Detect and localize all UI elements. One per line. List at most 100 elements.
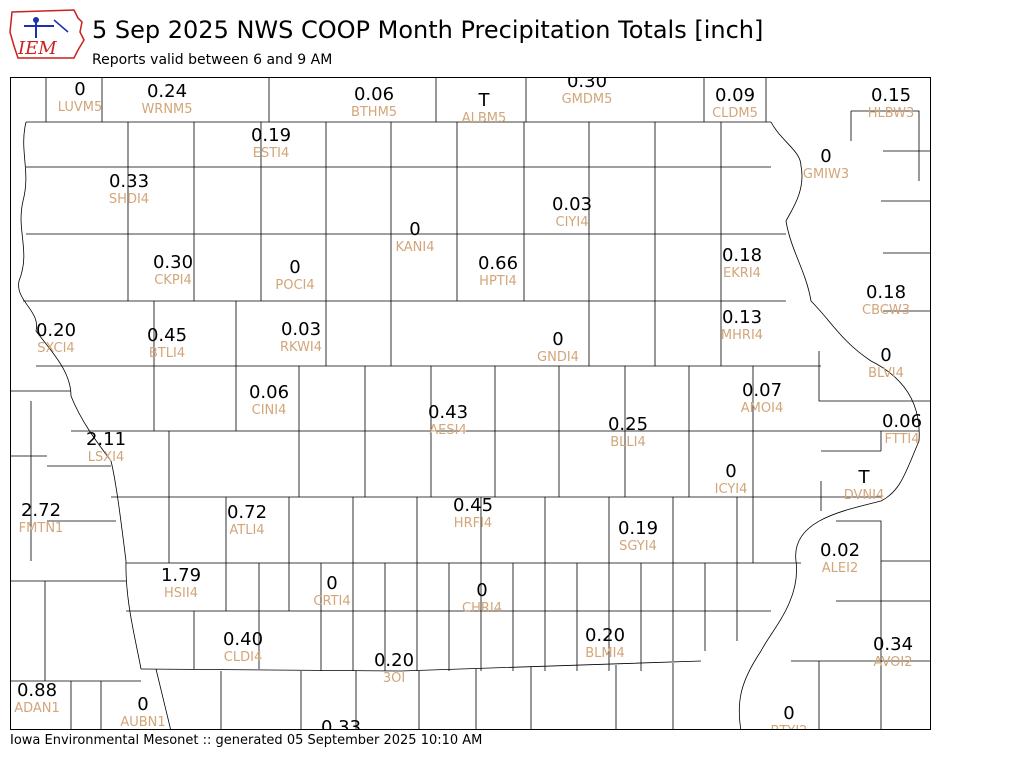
station-id: POCI4 [275,278,315,293]
station-HPTI4: 0.66 HPTI4 [477,253,519,290]
map-title: 5 Sep 2025 NWS COOP Month Precipitation … [92,16,764,44]
precip-value: 0.18 [865,282,907,303]
precip-value: 0.06 [248,382,290,403]
station-GMDM5: 0.30 GMDM5 [561,77,613,107]
station-id: HLBW3 [867,106,915,121]
precip-value: 1.79 [160,565,202,586]
station-CLDI4: 0.40 CLDI4 [222,629,264,666]
station-id: ADAN1 [14,701,60,716]
precip-value: 2.11 [85,429,127,450]
station-id: MHRI4 [720,328,764,343]
county-boundaries [11,78,930,729]
station-id: ESTI4 [252,146,290,161]
station-BLVI4: 0 BLVI4 [868,345,904,382]
precip-value: T [858,467,870,488]
precip-value: 0.06 [353,84,395,105]
precip-value: 0.20 [373,650,415,671]
precip-value: 0.03 [551,194,593,215]
station-GMIW3: 0 GMIW3 [803,147,849,183]
precip-value: 0.34 [872,634,914,655]
precip-value: 0.33 [108,171,150,192]
station-CBCW3: 0.18 CBCW3 [862,282,910,319]
station-id: CLDM5 [712,106,758,121]
precip-value: 0.19 [617,518,659,539]
precip-value: 0 [326,573,338,594]
precip-value: 0.45 [452,495,494,516]
station-id: EKRI4 [723,266,761,281]
station-id: KANI4 [395,240,435,255]
precip-value: 0 [880,345,892,366]
station-ADAN1: 0.88 ADAN1 [14,680,60,717]
station-id: GMDM5 [561,92,613,107]
precip-value: 0.20 [584,625,626,646]
station-id: ALEI2 [821,561,859,576]
precip-value: 0.45 [146,325,188,346]
station-unlabeled: 0.33 [321,718,361,730]
precip-value: 0.40 [222,629,264,650]
station-ESTI4: 0.19 ESTI4 [251,126,291,162]
precip-value: 0 [137,694,149,715]
station-LUVM5: 0 LUVM5 [57,80,103,116]
station-id: CIYI4 [555,215,589,230]
precip-value: 0.24 [146,81,188,102]
station-LSXI4: 2.11 LSXI4 [85,429,127,466]
station-ALBM5: T ALBM5 [461,90,507,127]
station-id: AMOI4 [740,401,784,416]
station-HRFI4: 0.45 HRFI4 [452,495,494,532]
station-BTHM5: 0.06 BTHM5 [351,84,397,121]
station-id: DVNI4 [843,488,885,503]
station-id: SXCI4 [37,341,75,356]
station-id: ALBM5 [461,111,507,126]
station-BLLI4: 0.25 BLLI4 [607,414,649,451]
station-BTLI4: 0.45 BTLI4 [146,325,188,362]
station-AMOI4: 0.07 AMOI4 [740,381,784,417]
precip-value: 0.66 [477,253,519,274]
precip-value: 0 [725,461,737,482]
station-id: AUBN1 [120,715,166,730]
station-id: ATLI4 [229,523,265,538]
precip-value: 0.15 [870,85,912,106]
station-CIYI4: 0.03 CIYI4 [551,194,593,231]
station-id: AESI4 [429,423,467,438]
station-id: LSXI4 [87,450,125,465]
precip-value: 0.30 [152,252,194,273]
station-ATLI4: 0.72 ATLI4 [226,502,268,539]
station-id: FTTI4 [884,432,920,447]
station-id: 3OI [382,671,406,686]
station-id: AVOI2 [873,655,913,670]
station-id: BLVI4 [868,366,904,381]
station-POCI4: 0 POCI4 [275,258,315,294]
precip-value: 0.72 [226,502,268,523]
precip-value: 0.18 [721,245,763,266]
precip-value: 0.20 [35,320,77,341]
station-id: SHDI4 [108,192,150,207]
station-3OI: 0.20 3OI [373,650,415,687]
precip-value: 0.88 [16,680,58,701]
station-SXCI4: 0.20 SXCI4 [35,320,77,357]
station-WRNM5: 0.24 WRNM5 [141,81,193,118]
station-id: CINI4 [251,403,287,418]
station-CLDM5: 0.09 CLDM5 [712,86,758,122]
station-id: CBCW3 [862,303,910,318]
precip-value: 0 [476,580,488,601]
station-id: HRFI4 [453,516,493,531]
station-id: BTYI2 [771,724,808,729]
station-FMTN1: 2.72 FMTN1 [19,500,64,537]
station-CINI4: 0.06 CINI4 [248,382,290,419]
station-SHDI4: 0.33 SHDI4 [108,171,150,208]
station-CRTI4: 0 CRTI4 [313,573,350,610]
station-SGYI4: 0.19 SGYI4 [617,518,659,555]
precip-value: T [478,90,490,111]
station-BTYI2: 0BTYI2 [771,704,808,730]
precip-value: 0.25 [607,414,649,435]
precip-value: 0.33 [320,717,362,730]
precip-value: 0.30 [566,77,608,92]
station-id: LUVM5 [57,100,103,115]
station-id: SGYI4 [619,539,657,554]
station-id: WRNM5 [141,102,193,117]
precip-value: 2.72 [20,500,62,521]
station-id: HSII4 [164,586,198,601]
precip-value: 0.06 [881,411,923,432]
precip-value: 0.43 [427,402,469,423]
station-AUBN1: 0 AUBN1 [120,695,165,730]
